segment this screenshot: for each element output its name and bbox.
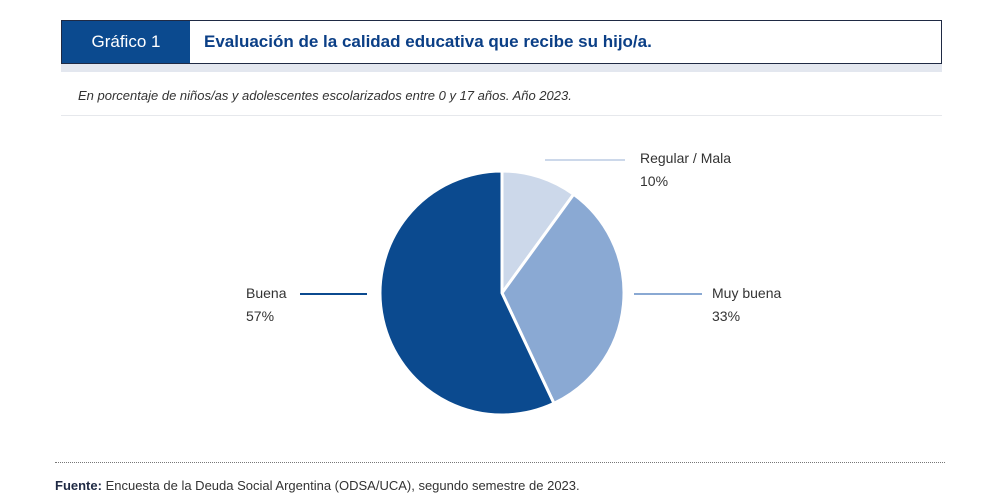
source-text: Encuesta de la Deuda Social Argentina (O… — [101, 478, 580, 493]
chart-header: Gráfico 1 Evaluación de la calidad educa… — [61, 20, 942, 64]
slice-label-muy-buena: Muy buena — [712, 285, 781, 301]
slice-label-buena: Buena — [246, 285, 287, 301]
header-shadow — [61, 64, 942, 72]
source-label: Fuente: — [55, 478, 102, 493]
pie-slices — [378, 169, 626, 417]
subtitle-divider — [61, 115, 942, 116]
chart-subtitle: En porcentaje de niños/as y adolescentes… — [78, 88, 572, 103]
slice-value-buena: 57% — [246, 308, 274, 324]
slice-value-muy-buena: 33% — [712, 308, 740, 324]
footer-divider — [55, 462, 945, 463]
pie-slice-buena — [378, 169, 556, 417]
source-note: Fuente: Encuesta de la Deuda Social Arge… — [55, 478, 580, 493]
slice-label-regular-mala: Regular / Mala — [640, 150, 731, 166]
chart-title: Evaluación de la calidad educativa que r… — [204, 32, 652, 51]
pie-slice-muy-buena — [500, 192, 626, 405]
figure-label: Gráfico 1 — [62, 21, 190, 63]
slice-value-regular-mala: 10% — [640, 173, 668, 189]
